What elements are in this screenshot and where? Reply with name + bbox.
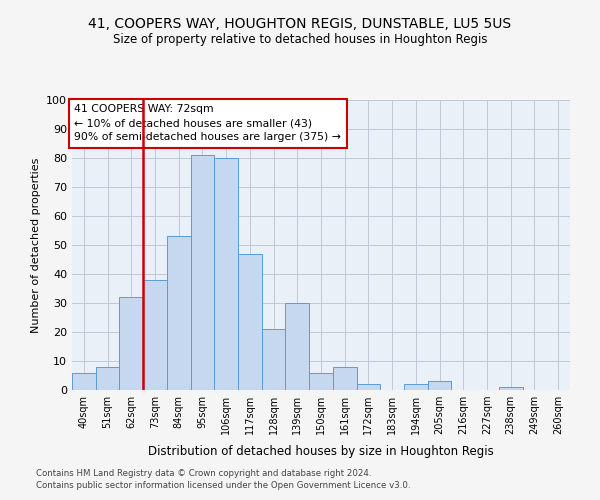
Bar (167, 236, 191, 390)
Text: 41 COOPERS WAY: 72sqm
← 10% of detached houses are smaller (43)
90% of semi-deta: 41 COOPERS WAY: 72sqm ← 10% of detached … (74, 104, 341, 142)
Text: Size of property relative to detached houses in Houghton Regis: Size of property relative to detached ho… (113, 32, 487, 46)
Text: 41, COOPERS WAY, HOUGHTON REGIS, DUNSTABLE, LU5 5US: 41, COOPERS WAY, HOUGHTON REGIS, DUNSTAB… (88, 18, 512, 32)
Bar (428, 382, 451, 390)
Bar (214, 158, 238, 390)
Bar (286, 303, 309, 390)
Bar (238, 254, 262, 390)
X-axis label: Distribution of detached houses by size in Houghton Regis: Distribution of detached houses by size … (148, 446, 494, 458)
Bar (356, 384, 380, 390)
Bar (143, 280, 167, 390)
Bar (333, 367, 356, 390)
Bar (404, 384, 428, 390)
Bar (191, 155, 214, 390)
Bar (96, 367, 119, 390)
Bar (119, 297, 143, 390)
Bar (262, 329, 286, 390)
Bar (309, 372, 333, 390)
Bar (499, 387, 523, 390)
Text: Contains HM Land Registry data © Crown copyright and database right 2024.: Contains HM Land Registry data © Crown c… (36, 468, 371, 477)
Text: Contains public sector information licensed under the Open Government Licence v3: Contains public sector information licen… (36, 481, 410, 490)
Bar (72, 372, 96, 390)
Y-axis label: Number of detached properties: Number of detached properties (31, 158, 41, 332)
